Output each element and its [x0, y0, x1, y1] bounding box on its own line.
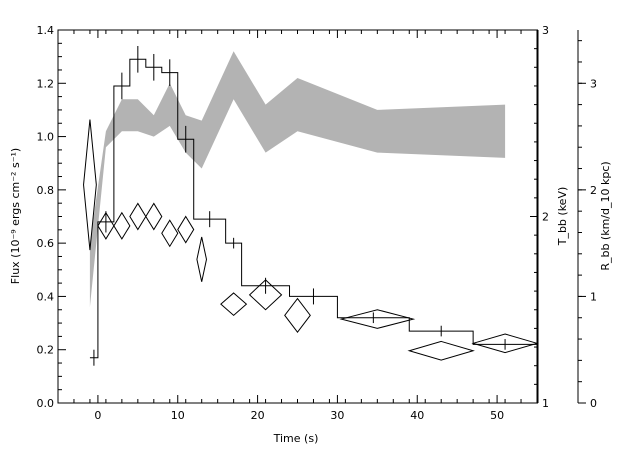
- y-axis-title-radius: R_bb (km/d_10 kpc): [599, 161, 612, 270]
- temperature-point: [129, 202, 147, 231]
- temperature-points-layer: [83, 119, 539, 361]
- flux-tick-label: 1.2: [37, 77, 55, 90]
- x-tick-label: 10: [171, 409, 185, 422]
- y-axis-title-temperature: T_bb (keV): [556, 187, 569, 247]
- temperature-point: [471, 333, 539, 354]
- x-axis-title: Time (s): [273, 432, 319, 445]
- temperature-point: [161, 219, 179, 248]
- temperature-point: [145, 202, 163, 231]
- temperature-point: [220, 292, 248, 317]
- temperature-point: [407, 340, 475, 361]
- temperature-point: [196, 236, 208, 282]
- temperature-point: [248, 279, 283, 311]
- temperature-point: [284, 297, 311, 333]
- radius-band-layer: [89, 51, 506, 308]
- temperature-point: [97, 211, 115, 240]
- flux-tick-label: 0.4: [37, 290, 55, 303]
- flux-tick-label: 0.8: [37, 184, 55, 197]
- radius-tick-label: 2: [590, 184, 597, 197]
- radius-tick-label: 0: [590, 397, 597, 410]
- flux-tick-label: 0.0: [37, 397, 55, 410]
- y-axis-title-flux: Flux (10⁻⁹ ergs cm⁻² s⁻¹): [9, 148, 22, 284]
- temperature-tick-label: 1: [542, 397, 549, 410]
- flux-histogram-layer: [89, 45, 537, 366]
- temperature-tick-label: 3: [542, 24, 549, 37]
- temperature-point: [113, 211, 131, 240]
- x-tick-label: 50: [490, 409, 504, 422]
- temperature-point: [177, 215, 195, 244]
- flux-tick-label: 1.0: [37, 131, 55, 144]
- x-tick-label: 30: [330, 409, 344, 422]
- flux-tick-label: 0.2: [37, 344, 55, 357]
- radius-band: [89, 51, 506, 308]
- x-tick-label: 0: [94, 409, 101, 422]
- radius-tick-label: 3: [590, 77, 597, 90]
- flux-tick-label: 0.6: [37, 237, 55, 250]
- temperature-point: [83, 119, 97, 251]
- axes-layer: 0 10 20 30 40 500.00.20.40.60.81.01.21.412301…: [37, 24, 598, 422]
- temperature-point: [339, 309, 416, 329]
- flux-tick-label: 1.4: [37, 24, 55, 37]
- radius-tick-label: 1: [590, 290, 597, 303]
- temperature-tick-label: 2: [542, 211, 549, 224]
- x-tick-label: 40: [410, 409, 424, 422]
- x-tick-label: 20: [251, 409, 265, 422]
